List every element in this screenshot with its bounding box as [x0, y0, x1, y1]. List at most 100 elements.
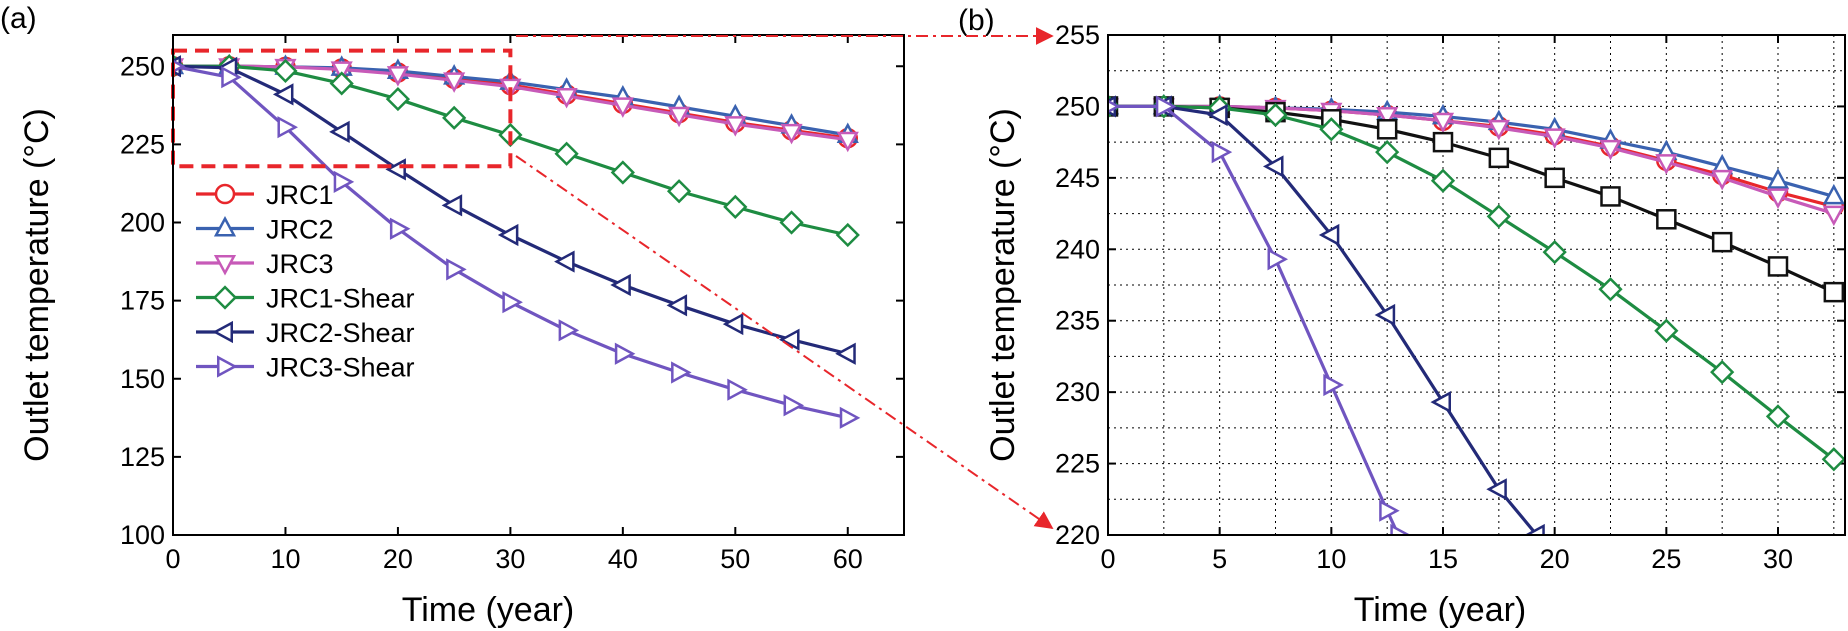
y-tick-label: 255: [1055, 20, 1100, 50]
y-tick-label: 250: [120, 51, 165, 81]
data-point-jrc3: [443, 72, 466, 93]
data-point-jrc1-shear: [1319, 117, 1344, 142]
data-point-jrc3: [1599, 139, 1622, 161]
data-point-jrc2-shear: [835, 342, 856, 365]
data-point-series-7: [1823, 281, 1845, 303]
y-tick-label: 175: [120, 286, 165, 316]
data-point-jrc3: [836, 131, 859, 153]
x-tick-label: 60: [833, 544, 863, 574]
data-point-jrc1-shear: [835, 222, 860, 248]
legend-label: JRC3: [266, 249, 334, 279]
panel-b-xlabel: Time (year): [1354, 591, 1527, 629]
data-point-jrc3-shear: [1211, 141, 1233, 164]
panel-a: 0 10 20 30 40 50 60 100 125 150 175 200 225 250 Time …: [18, 34, 905, 629]
data-point-jrc3-shear: [389, 217, 411, 240]
x-tick-label: 5: [1212, 544, 1227, 574]
x-tick-label: 50: [720, 544, 750, 574]
data-point-jrc1-shear: [1710, 360, 1735, 385]
x-tick-label: 30: [495, 544, 525, 574]
data-point-jrc3: [555, 87, 578, 109]
data-point-jrc2-shear: [497, 223, 519, 247]
x-tick-label: 10: [1316, 544, 1346, 574]
panel-a-ticks: 0 10 20 30 40 50 60 100 125 150 175 200 225 250: [120, 35, 904, 574]
data-point-jrc2-shear: [1374, 303, 1396, 327]
data-point-jrc3-shear: [1267, 248, 1289, 271]
data-point-jrc3: [724, 116, 747, 137]
legend-marker: [217, 355, 238, 378]
data-point-jrc3-shear: [558, 319, 580, 342]
x-tick-label: 15: [1428, 544, 1458, 574]
zoom-connector-bottom: [515, 155, 1054, 530]
y-tick-label: 240: [1055, 234, 1100, 264]
legend-item-jrc1-shear: JRC1-Shear: [196, 284, 415, 314]
data-point-jrc2-shear: [329, 120, 350, 143]
legend-marker: [212, 285, 238, 310]
data-point-jrc2: [1822, 183, 1845, 205]
data-point-jrc2-shear: [1207, 103, 1228, 127]
legend-item-jrc3-shear: JRC3-Shear: [196, 353, 415, 383]
legend-marker: [213, 215, 237, 237]
data-point-series-7: [1432, 131, 1454, 153]
data-point-jrc1-shear: [1821, 447, 1845, 472]
legend-label: JRC3-Shear: [266, 353, 415, 383]
data-point-jrc3: [1543, 128, 1566, 149]
data-point-series-7: [1600, 186, 1621, 207]
data-point-jrc3: [1766, 188, 1790, 209]
data-point-series-7: [1767, 256, 1789, 277]
data-point-jrc1-shear: [779, 210, 804, 235]
y-tick-label: 250: [1055, 91, 1100, 121]
data-point-jrc3-shear: [277, 116, 298, 139]
data-point-jrc2-shear: [610, 273, 631, 297]
data-point-jrc1-shear: [1654, 318, 1679, 343]
legend-label: JRC2: [266, 215, 334, 245]
legend-item-jrc1: JRC1: [196, 180, 334, 210]
series-jrc3-shear: [1108, 95, 1411, 535]
data-point-jrc3-shear: [1108, 99, 1121, 114]
data-point-jrc1-shear: [1598, 277, 1623, 302]
data-point-jrc3-shear: [221, 66, 242, 89]
y-tick-label: 245: [1055, 163, 1100, 193]
data-point-jrc3-shear: [1323, 373, 1344, 397]
panel-b-series: [1108, 93, 1845, 535]
data-point-jrc1-shear: [1375, 140, 1400, 165]
data-point-jrc1-shear: [385, 86, 411, 112]
panel-b-ticks: 0 5 10 15 20 25 30 220 225 230 235 240 245 250 255: [1055, 20, 1845, 574]
panel-a-axes-frame: [172, 34, 905, 536]
data-point-jrc1-shear: [666, 179, 692, 204]
data-point-jrc1-shear: [723, 194, 748, 219]
data-point-jrc3-shear: [671, 361, 692, 384]
data-point-jrc3-shear: [333, 170, 355, 193]
data-point-jrc2-shear: [1486, 478, 1507, 501]
series-jrc3-shear: [173, 59, 861, 429]
data-point-jrc3: [1822, 205, 1845, 227]
data-point-series-7: [1711, 231, 1733, 253]
panel-b-label: (b): [958, 4, 995, 37]
data-point-jrc2-shear: [722, 312, 744, 336]
x-tick-label: 10: [270, 544, 300, 574]
data-point-jrc2-shear: [779, 328, 800, 351]
data-point-jrc3-shear: [1379, 499, 1400, 522]
data-point-jrc3-shear: [1390, 523, 1411, 535]
data-point-jrc3: [386, 66, 410, 87]
data-point-jrc3-shear: [783, 394, 805, 417]
data-point-jrc1-shear: [1263, 102, 1288, 128]
data-point-jrc1-shear: [554, 141, 579, 166]
y-tick-label: 150: [120, 364, 165, 394]
data-point-jrc2-shear: [554, 250, 575, 273]
data-point-jrc3-shear: [727, 378, 748, 401]
data-point-jrc3: [780, 123, 803, 145]
data-point-jrc3: [330, 61, 353, 82]
legend-label: JRC2-Shear: [266, 318, 415, 348]
y-tick-label: 125: [120, 442, 165, 472]
legend-marker: [212, 320, 233, 344]
data-point-jrc2: [1766, 168, 1790, 189]
data-point-jrc3-shear: [502, 291, 523, 314]
data-point-jrc2-shear: [666, 294, 688, 317]
data-point-series-7: [1544, 167, 1565, 189]
data-point-jrc1-shear: [1542, 240, 1567, 265]
y-tick-label: 225: [120, 129, 165, 159]
legend-item-jrc3: JRC3: [196, 249, 334, 279]
data-point-jrc3: [1487, 119, 1510, 141]
data-point-series-7: [1488, 147, 1510, 169]
